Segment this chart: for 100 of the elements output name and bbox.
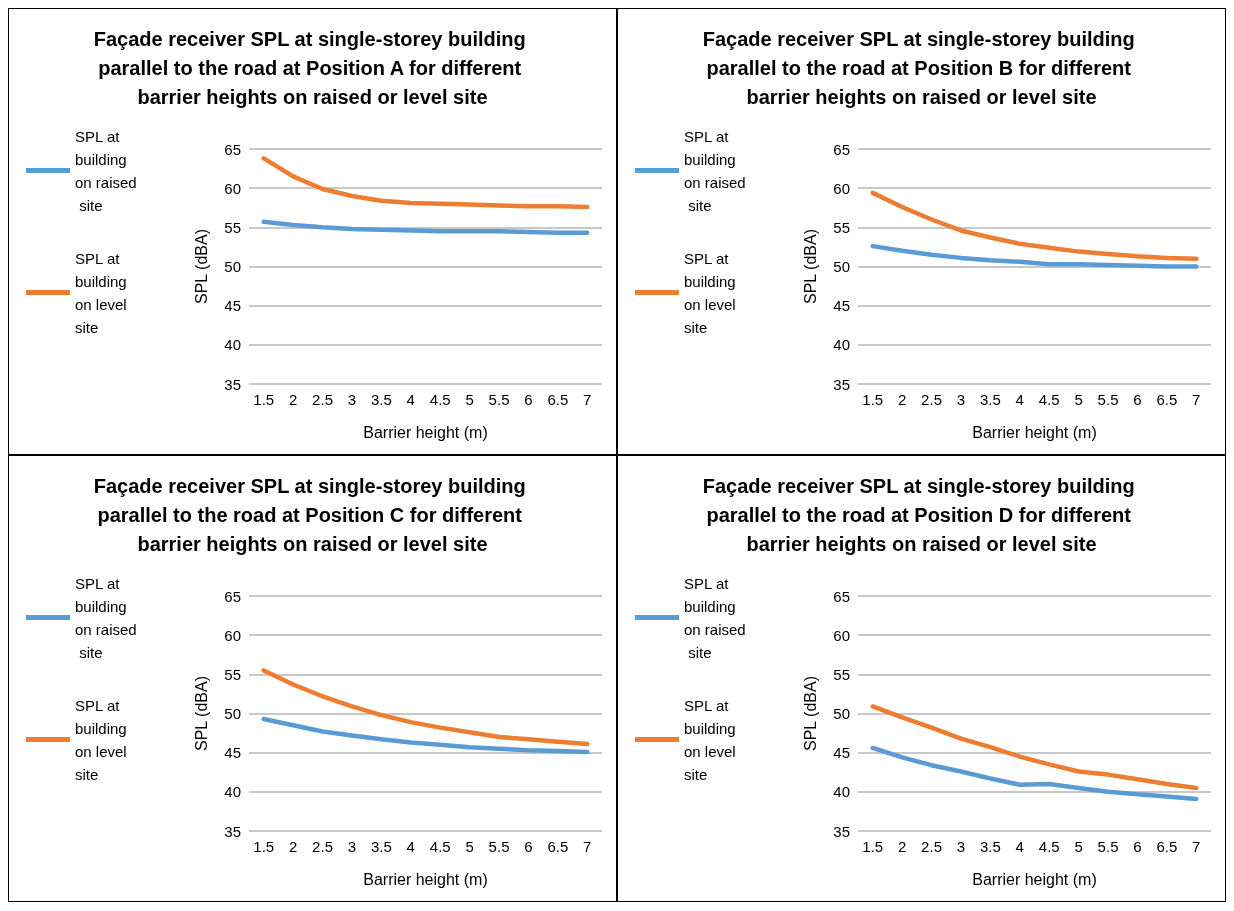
chart-title: Façade receiver SPL at single-storey building parallel to the road at Position B for different barrier heights on raised or level site [702,27,1141,108]
x-tick-label: 3.5 [370,838,392,855]
x-tick-label: 2 [288,838,298,855]
x-tick-label: 3.5 [979,391,1001,408]
x-axis-title: Barrier height (m) [363,423,488,441]
x-tick-label: 4 [406,838,415,855]
x-tick-label: 4.5 [1038,391,1060,408]
y-tick-label: 65 [833,587,850,605]
x-tick-label: 4 [1015,838,1024,855]
y-tick-label: 45 [833,744,850,762]
x-tick-label: 2.5 [312,838,333,855]
x-tick-label: 6.5 [547,391,569,408]
y-tick-label: 55 [224,665,241,683]
x-tick-label: 1.5 [862,838,884,855]
line-series [261,156,590,210]
line-series [870,190,1199,261]
y-tick-label: 60 [833,179,850,197]
y-tick-label: 40 [224,783,241,801]
y-axis-title: SPL (dBA) [192,676,210,751]
y-tick-label: 45 [224,744,241,762]
x-tick-label: 2 [897,838,907,855]
x-tick-label: 5 [1074,838,1083,855]
x-tick-label: 6 [524,838,533,855]
x-tick-label: 2.5 [921,838,942,855]
y-tick-label: 50 [224,705,241,722]
y-tick-label: 45 [224,297,241,315]
y-axis-title: SPL (dBA) [801,229,819,304]
x-tick-label: 5.5 [488,838,510,855]
legend-label: SPL at building on level site [684,696,740,783]
x-tick-label: 6 [1133,838,1142,855]
line-series [870,745,1199,802]
x-tick-label: 5.5 [1097,838,1119,855]
chart-title: Façade receiver SPL at single-storey building parallel to the road at Position C for different barrier heights on raised or level site [93,474,532,555]
legend-label: SPL at building on level site [75,696,131,783]
x-axis-title: Barrier height (m) [972,423,1097,441]
y-tick-label: 35 [833,375,850,393]
x-tick-label: 4.5 [429,838,451,855]
x-axis-title: Barrier height (m) [972,870,1097,888]
y-tick-label: 55 [224,218,241,236]
legend-label: SPL at building on level site [684,249,740,336]
y-tick-label: 50 [833,258,850,275]
line-series [261,668,590,747]
x-tick-label: 3 [347,838,357,855]
y-tick-label: 35 [833,822,850,840]
line-series [261,716,590,755]
line-series [261,219,590,236]
legend-label: SPL at building on raised site [684,574,746,661]
y-tick-label: 60 [224,626,241,644]
x-tick-label: 1.5 [253,391,275,408]
y-tick-label: 60 [833,626,850,644]
legend-label: SPL at building on raised site [75,574,137,661]
x-tick-label: 3.5 [370,391,392,408]
x-tick-label: 4.5 [1038,838,1060,855]
x-tick-label: 4 [406,391,415,408]
x-tick-label: 6.5 [1156,391,1178,408]
y-tick-label: 65 [833,140,850,158]
y-tick-label: 40 [224,336,241,354]
x-tick-label: 2 [288,391,298,408]
x-tick-label: 2 [897,391,907,408]
chart-title: Façade receiver SPL at single-storey building parallel to the road at Position D for different barrier heights on raised or level site [702,474,1141,555]
x-tick-label: 4 [1015,391,1024,408]
x-tick-label: 5.5 [488,391,510,408]
y-tick-label: 65 [224,587,241,605]
y-tick-label: 35 [224,375,241,393]
y-tick-label: 50 [224,258,241,275]
x-tick-label: 5 [1074,391,1083,408]
line-series [870,243,1199,269]
y-tick-label: 60 [224,179,241,197]
legend-label: SPL at building on level site [75,249,131,336]
legend-label: SPL at building on raised site [75,127,137,214]
x-tick-label: 3 [956,391,966,408]
x-tick-label: 3 [347,391,357,408]
x-tick-label: 6 [1133,391,1142,408]
y-tick-label: 65 [224,140,241,158]
x-axis-title: Barrier height (m) [363,870,488,888]
y-tick-label: 40 [833,336,850,354]
y-tick-label: 40 [833,783,850,801]
y-tick-label: 45 [833,297,850,315]
x-tick-label: 5.5 [1097,391,1119,408]
line-series [870,704,1199,791]
x-tick-label: 2.5 [921,391,942,408]
chart-title: Façade receiver SPL at single-storey building parallel to the road at Position A for different barrier heights on raised or level site [93,27,532,108]
y-tick-label: 50 [833,705,850,722]
x-tick-label: 3 [956,838,966,855]
x-tick-label: 7 [1192,838,1201,855]
x-tick-label: 4.5 [429,391,451,408]
x-tick-label: 3.5 [979,838,1001,855]
x-tick-label: 7 [583,838,592,855]
y-axis-title: SPL (dBA) [801,676,819,751]
x-tick-label: 5 [465,838,474,855]
x-tick-label: 1.5 [862,391,884,408]
y-tick-label: 55 [833,218,850,236]
x-tick-label: 6.5 [1156,838,1178,855]
x-tick-label: 6 [524,391,533,408]
y-tick-label: 35 [224,822,241,840]
x-tick-label: 7 [583,391,592,408]
x-tick-label: 5 [465,391,474,408]
legend-label: SPL at building on raised site [684,127,746,214]
x-tick-label: 2.5 [312,391,333,408]
y-tick-label: 55 [833,665,850,683]
